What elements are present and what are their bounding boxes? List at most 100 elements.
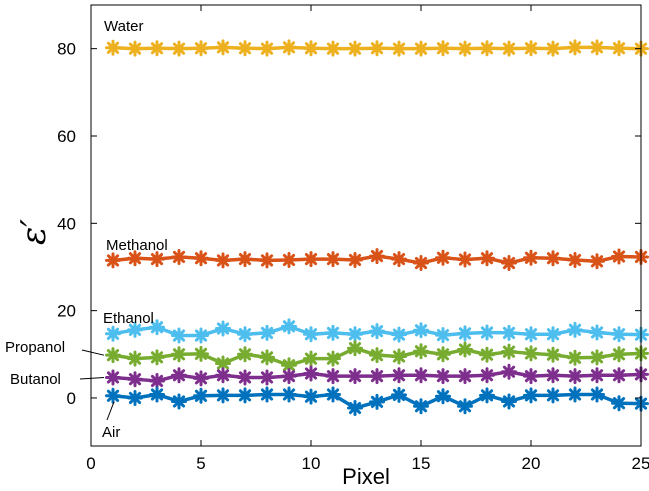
data-point: [149, 349, 165, 366]
data-point: [237, 251, 253, 268]
series-air: [105, 386, 649, 417]
data-point: [479, 40, 495, 57]
data-point: [149, 251, 165, 268]
data-point: [325, 324, 341, 341]
data-point: [589, 253, 605, 270]
y-tick-label: 40: [57, 214, 76, 233]
annotation-butanol: Butanol: [10, 371, 61, 388]
plot-frame: [90, 4, 642, 447]
data-point: [237, 387, 253, 404]
data-point: [457, 368, 473, 385]
annotation-propanol: Propanol: [5, 339, 65, 356]
data-point: [325, 368, 341, 385]
data-point: [413, 367, 429, 384]
data-point: [567, 321, 583, 338]
data-point: [435, 346, 451, 363]
data-point: [193, 327, 209, 344]
data-point: [127, 250, 143, 267]
data-point: [127, 350, 143, 367]
data-point: [545, 387, 561, 404]
annotation-water: Water: [104, 18, 143, 35]
data-point: [259, 369, 275, 386]
data-point: [193, 40, 209, 57]
data-point: [611, 326, 627, 343]
data-point: [501, 255, 517, 272]
data-point: [215, 367, 231, 384]
data-point: [523, 368, 539, 385]
data-point: [589, 39, 605, 56]
data-point: [611, 248, 627, 265]
data-point: [347, 400, 363, 417]
data-point: [347, 326, 363, 343]
data-point: [347, 40, 363, 57]
data-point: [567, 39, 583, 56]
data-point: [105, 387, 121, 404]
data-point: [105, 347, 121, 364]
data-point: [567, 368, 583, 385]
x-tick-label: 10: [302, 454, 321, 473]
data-point: [259, 349, 275, 366]
series-ethanol: [105, 318, 649, 344]
data-point: [127, 321, 143, 338]
data-point: [435, 40, 451, 57]
data-point: [611, 40, 627, 57]
data-point: [193, 250, 209, 267]
data-point: [479, 250, 495, 267]
data-point: [611, 395, 627, 412]
series-methanol: [105, 248, 649, 272]
data-point: [281, 251, 297, 268]
x-tick-label: 0: [86, 454, 95, 473]
data-point: [589, 324, 605, 341]
data-point: [237, 369, 253, 386]
annotation-leader: [79, 376, 105, 380]
data-point: [589, 386, 605, 403]
data-point: [171, 327, 187, 344]
x-tick-label: 15: [412, 454, 431, 473]
data-point: [435, 368, 451, 385]
data-point: [105, 369, 121, 386]
data-point: [523, 40, 539, 57]
data-point: [171, 393, 187, 410]
axis-ticks: 0 5 10 15 20 25 0 20 40 60 80: [57, 5, 649, 473]
data-point: [413, 255, 429, 272]
data-point: [105, 325, 121, 342]
data-point: [281, 368, 297, 385]
data-point: [479, 387, 495, 404]
data-point: [369, 40, 385, 57]
data-point: [127, 40, 143, 57]
data-point: [347, 368, 363, 385]
data-point: [171, 367, 187, 384]
data-point: [567, 386, 583, 403]
data-point: [149, 386, 165, 403]
data-point: [347, 251, 363, 268]
data-point: [303, 326, 319, 343]
data-point: [215, 39, 231, 56]
data-point: [369, 368, 385, 385]
data-point: [589, 349, 605, 366]
data-point: [215, 387, 231, 404]
data-point: [259, 386, 275, 403]
data-point: [303, 365, 319, 382]
data-point: [611, 346, 627, 363]
data-point: [237, 326, 253, 343]
data-point: [523, 387, 539, 404]
data-point: [457, 251, 473, 268]
data-point: [237, 346, 253, 363]
data-point: [589, 367, 605, 384]
data-point: [391, 348, 407, 365]
data-point: [193, 370, 209, 387]
series-water: [105, 39, 649, 57]
data-point: [127, 389, 143, 406]
y-axis-label: ε′: [14, 219, 54, 245]
y-tick-label: 20: [57, 302, 76, 321]
data-point: [259, 40, 275, 57]
data-point: [501, 40, 517, 57]
data-point: [479, 324, 495, 341]
data-point: [435, 249, 451, 266]
x-tick-label: 5: [196, 454, 205, 473]
data-point: [523, 345, 539, 362]
data-point: [281, 39, 297, 56]
series-annotations: Water Methanol Ethanol Propanol Butanol Air: [5, 18, 168, 441]
data-point: [413, 343, 429, 360]
